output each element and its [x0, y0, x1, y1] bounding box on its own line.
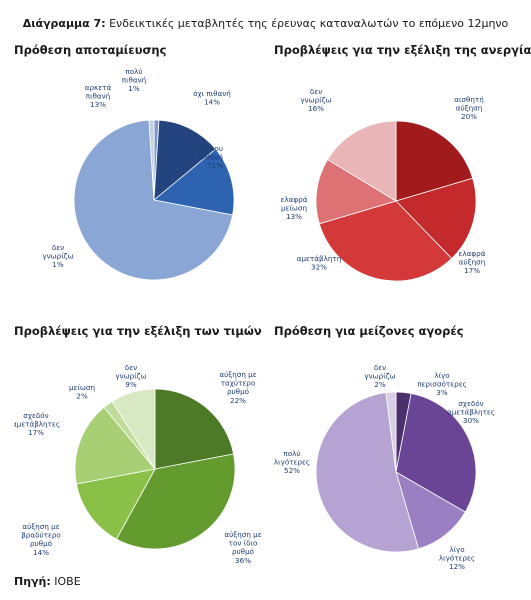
slice-label: αρκετά πιθανή 13%: [85, 83, 112, 109]
slice-label: αισθητή αύξηση 20%: [454, 95, 484, 121]
pie-slice: [327, 120, 397, 202]
source-label: Πηγή:: [14, 575, 51, 588]
pie-chart-unemployment: αισθητή αύξηση 20% ελαφρά αύξηση 17% αμετάβλητ…: [281, 87, 486, 282]
chart-title: Προβλέψεις για την εξέλιξη των τιμών: [14, 324, 262, 338]
pie-slice: [115, 453, 236, 550]
pie-slice: [318, 200, 453, 282]
slice-label: αύξηση με τον ίδιο ρυθμό 36%: [224, 530, 261, 565]
slice-label: δεν γνωρίζω 9%: [115, 363, 146, 389]
source-value: IOBE: [54, 575, 81, 588]
pie-slice: [75, 468, 156, 540]
chart-panel-prices: Προβλέψεις για την εξέλιξη των τιμών αύξ…: [14, 324, 264, 594]
pie-slice: [395, 177, 477, 260]
figure-label: Διάγραμμα 7:: [22, 17, 106, 30]
pie-slice: [74, 406, 156, 485]
chart-panel-purchases: Πρόθεση για μείζονες αγορές λίγο περισσότ…: [274, 324, 524, 594]
figure-title: Διάγραμμα 7: Ενδεικτικές μεταβλητές της …: [0, 17, 531, 30]
pie-slice: [315, 392, 420, 553]
pie-slice: [385, 391, 397, 473]
figure-title-text: Ενδεικτικές μεταβλητές της έρευνας καταν…: [109, 17, 509, 30]
slice-label: σχεδόν αμετάβλητες 30%: [447, 399, 495, 425]
slice-label: λίγο περισσότερες 3%: [417, 371, 467, 397]
pie-slice: [395, 392, 477, 513]
slice-label: αύξηση με βραδύτερο ρυθμό 14%: [21, 522, 61, 557]
pie-slice: [153, 148, 235, 216]
pie-slice: [148, 119, 155, 201]
pie-chart-savings: πολύ πιθανή 1% αρκετά πιθανή 13% όχι πιθανή 14%…: [42, 67, 235, 281]
chart-panel-unemployment: Προβλέψεις για την εξέλιξη της ανεργίας …: [274, 43, 531, 313]
pie-chart-purchases: λίγο περισσότερες 3%σχεδόν αμετάβλητες 30% λί…: [274, 363, 495, 571]
pie-chart-prices: αύξηση με ταχύτερο ρυθμό 22% αύξηση με τον ίδ…: [14, 363, 262, 565]
slice-label: πολύ πιθανή 1%: [122, 67, 146, 93]
slice-label: όχι πιθανή 14%: [193, 89, 231, 107]
chart-panel-savings: Πρόθεση αποταμίευσης πολύ πιθανή 1% αρκετά π…: [14, 43, 264, 313]
pie-slice: [111, 388, 156, 471]
pie-slice: [154, 388, 235, 470]
chart-title: Πρόθεση για μείζονες αγορές: [274, 324, 464, 338]
slice-label: αμετάβλητη 32%: [297, 254, 342, 272]
slice-label: σχεδόν αμετάβλητες 17%: [14, 411, 60, 437]
chart-title: Προβλέψεις για την εξέλιξη της ανεργίας: [274, 43, 531, 57]
slice-label: ελαφρά αύξηση 17%: [459, 249, 486, 275]
chart-title: Πρόθεση αποταμίευσης: [14, 43, 167, 57]
slice-label: δεν γνωρίζω 16%: [300, 87, 331, 113]
slice-label: δεν γνωρίζω 1%: [42, 243, 73, 269]
slice-label: πολύ λιγότερες 52%: [274, 449, 310, 475]
pie-slice: [73, 119, 234, 281]
pie-slice: [395, 120, 474, 202]
pie-slice: [153, 119, 217, 201]
source-note: Πηγή: IOBE: [14, 575, 81, 588]
slice-label: λίγο λιγότερες 12%: [439, 545, 475, 571]
slice-label: καθόλου πιθανή 71%: [192, 144, 223, 170]
slice-label: δεν γνωρίζω 2%: [364, 363, 395, 389]
slice-label: μείωση 2%: [69, 383, 95, 401]
pie-slice: [315, 158, 397, 225]
slice-label: αύξηση με ταχύτερο ρυθμό 22%: [219, 370, 256, 405]
slice-label: ελαφρά μείωση 13%: [281, 195, 308, 221]
